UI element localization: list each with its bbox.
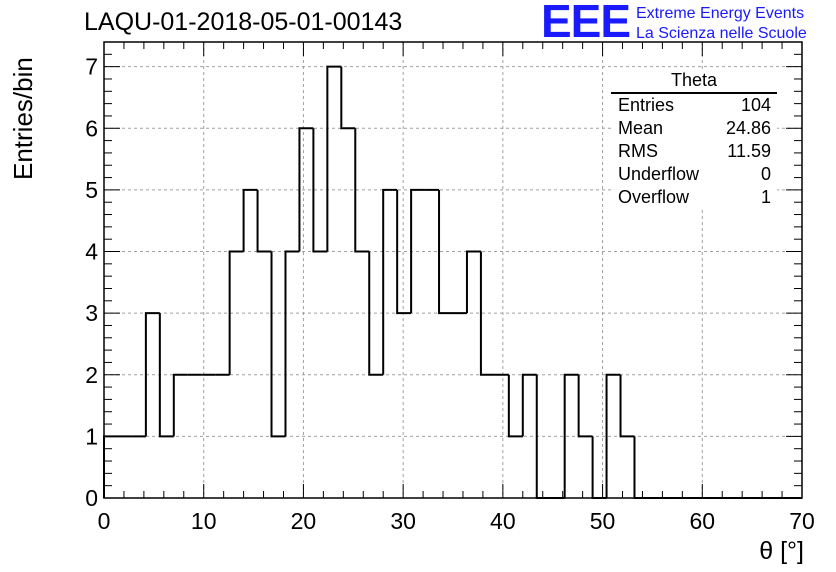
stats-label: Overflow [618, 187, 690, 207]
histogram-bin [619, 374, 635, 438]
histogram-bin [312, 128, 328, 253]
stats-label: Mean [618, 118, 664, 138]
x-tick-label: 60 [689, 508, 715, 534]
chart-title: LAQU-01-2018-05-01-00143 [84, 8, 403, 36]
x-tick-label: 70 [789, 508, 815, 534]
histogram-bin [103, 435, 118, 498]
y-tick-label: 5 [85, 177, 98, 203]
plot-frame [103, 41, 803, 499]
histogram-bin [591, 436, 607, 499]
x-tick-label: 10 [191, 508, 217, 534]
x-tick-label: 30 [390, 508, 416, 534]
brand-text: Extreme Energy Events La Scienza nelle S… [636, 4, 807, 44]
histogram-bin [605, 373, 621, 498]
stats-row-underflow: Underflow 0 [611, 163, 777, 186]
stats-value: 11.59 [727, 141, 771, 161]
histogram-bin [270, 251, 286, 438]
stats-label: Entries [618, 95, 675, 115]
histogram-bin [256, 189, 272, 253]
histogram-bin [172, 373, 188, 437]
y-tick-label: 0 [85, 485, 98, 511]
stats-label: Underflow [618, 164, 700, 184]
histogram-bin [577, 374, 593, 438]
stats-label: RMS [618, 141, 658, 161]
y-tick-label: 1 [85, 423, 98, 449]
histogram-bin [382, 188, 398, 375]
x-tick-label: 50 [590, 508, 616, 534]
histogram-bin [479, 251, 495, 376]
histogram-bin [326, 65, 342, 252]
histogram-bin [368, 251, 384, 376]
histogram-bin [158, 313, 174, 438]
histogram-bin [228, 250, 244, 375]
histogram-bin [438, 189, 453, 315]
stats-title: Theta [611, 70, 777, 94]
histogram-bin [284, 250, 300, 437]
x-tick-label: 0 [98, 508, 111, 534]
stats-value: 24.86 [725, 118, 771, 138]
y-axis-label: Entries/bin [8, 57, 38, 180]
stats-value: 104 [740, 95, 771, 115]
histogram-bin [298, 127, 314, 252]
histogram-bin [465, 250, 481, 314]
brand-line-2: La Scienza nelle Scuole [636, 25, 807, 42]
stats-row-mean: Mean 24.86 [611, 117, 777, 140]
x-tick-label: 40 [490, 508, 516, 534]
histogram-series [103, 65, 802, 499]
histogram-bin [633, 436, 649, 499]
y-tick-label: 6 [85, 115, 98, 141]
histogram-bin [396, 189, 412, 315]
histogram-bin [563, 373, 579, 498]
y-tick-label: 2 [85, 362, 98, 388]
histogram-bin [410, 188, 426, 314]
histogram-bin [340, 66, 356, 130]
stats-row-rms: RMS 11.59 [611, 140, 777, 163]
brand-line-1: Extreme Energy Events [636, 5, 805, 22]
y-tick-label: 3 [85, 300, 98, 326]
y-tick-label: 4 [85, 239, 98, 265]
stats-row-entries: Entries 104 [611, 94, 777, 117]
stats-box: Theta Entries 104 Mean 24.86 RMS 11.59 U… [611, 70, 777, 209]
x-axis-label: θ [°] [759, 537, 804, 565]
stats-value: 0 [760, 164, 771, 184]
histogram-bin [354, 128, 370, 253]
histogram-bin [507, 374, 523, 438]
grid-lines [104, 42, 802, 498]
histogram-bin [521, 373, 537, 437]
stats-value: 1 [760, 187, 771, 207]
y-tick-label: 7 [85, 54, 98, 80]
eee-logo: EEE [541, 0, 631, 47]
stats-row-overflow: Overflow 1 [611, 186, 777, 209]
histogram-bin [242, 188, 258, 252]
x-tick-label: 20 [291, 508, 317, 534]
histogram-bin [144, 312, 160, 437]
